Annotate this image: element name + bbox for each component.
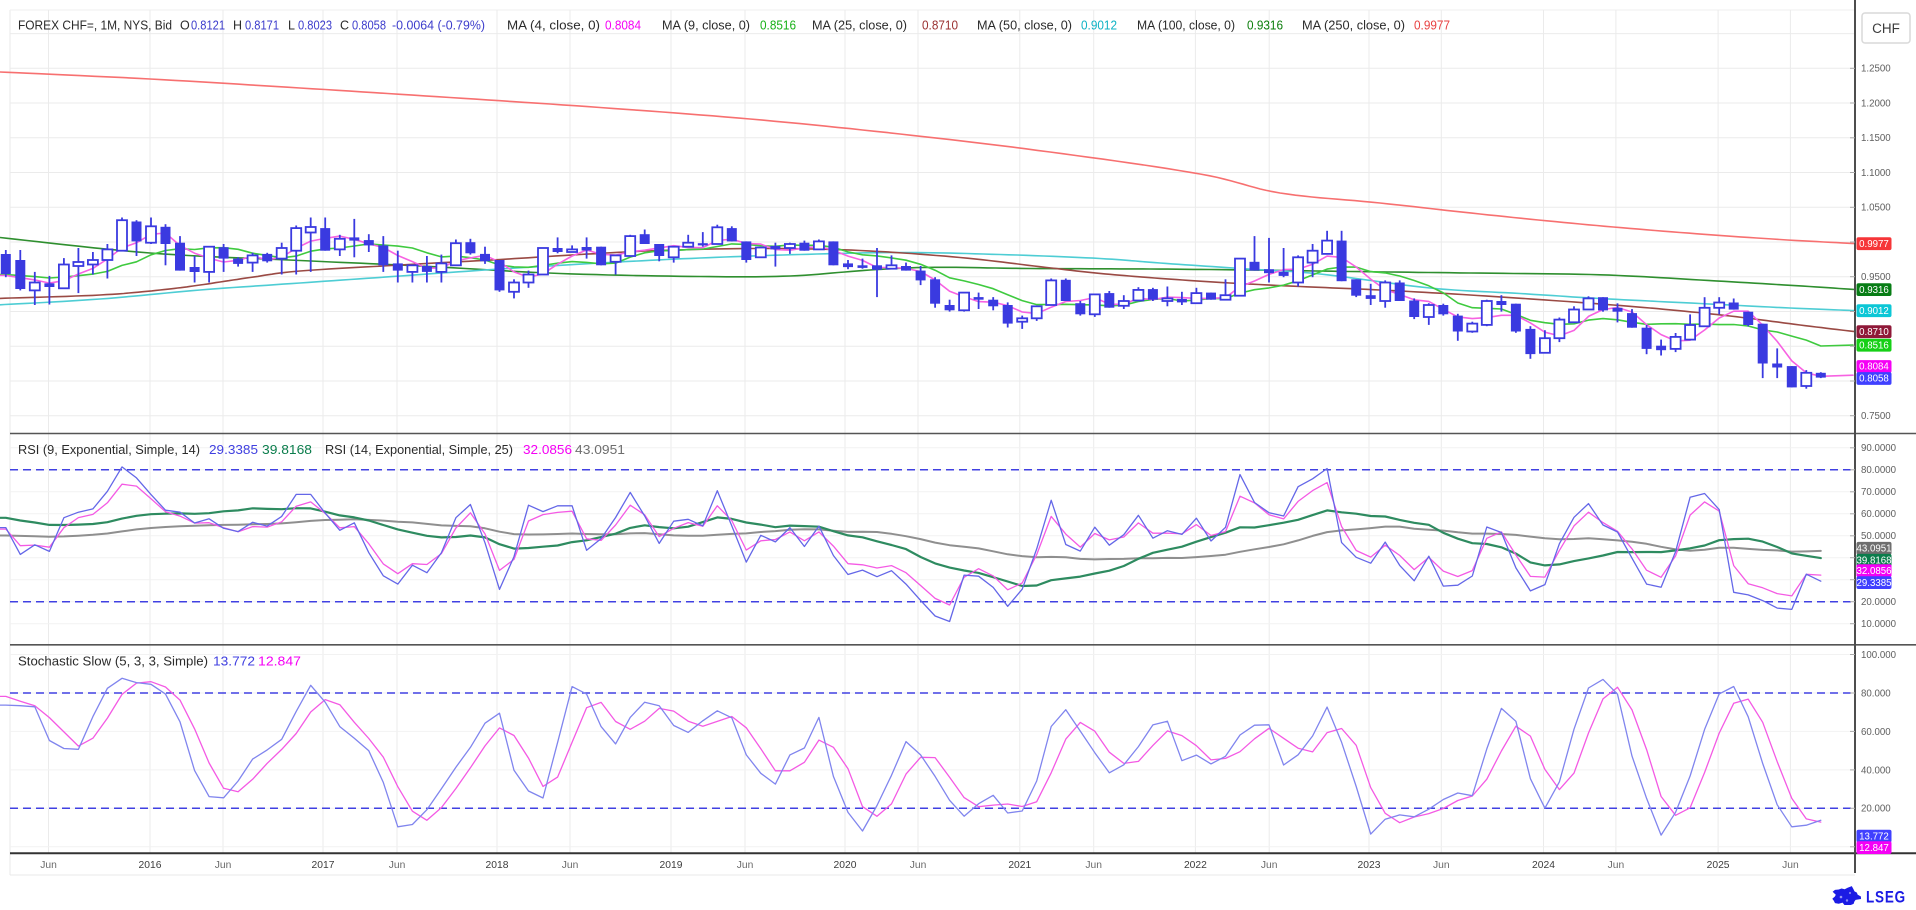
svg-text:MA (50, close, 0): MA (50, close, 0) [977,19,1072,33]
svg-text:0.9316: 0.9316 [1247,19,1283,33]
svg-text:80.000: 80.000 [1861,688,1891,699]
svg-text:39.8168: 39.8168 [262,443,312,457]
svg-text:Stochastic Slow (5, 3, 3, Simp: Stochastic Slow (5, 3, 3, Simple) [18,655,208,669]
svg-text:1.2500: 1.2500 [1861,64,1891,75]
svg-text:12.847: 12.847 [258,655,301,669]
svg-text:32.0856: 32.0856 [523,443,572,457]
svg-text:0.9977: 0.9977 [1859,239,1889,250]
svg-text:2025: 2025 [1707,860,1730,871]
svg-text:2023: 2023 [1358,860,1381,871]
svg-text:C: C [340,19,349,33]
svg-text:0.8023: 0.8023 [298,19,332,33]
svg-text:20.000: 20.000 [1861,804,1891,815]
svg-text:O: O [180,19,190,33]
svg-text:20.0000: 20.0000 [1861,597,1897,608]
svg-text:Jun: Jun [1782,860,1799,871]
svg-text:40.000: 40.000 [1861,765,1891,776]
svg-text:H: H [233,19,242,33]
svg-text:100.000: 100.000 [1861,650,1897,661]
svg-text:0.9500: 0.9500 [1861,272,1891,283]
svg-text:Jun: Jun [215,860,232,871]
svg-text:43.0951: 43.0951 [575,443,625,457]
svg-text:MA (100, close, 0): MA (100, close, 0) [1137,19,1235,33]
svg-text:Jun: Jun [910,860,927,871]
svg-text:2022: 2022 [1184,860,1207,871]
svg-text:0.8084: 0.8084 [1859,362,1889,373]
svg-text:0.7500: 0.7500 [1861,411,1891,422]
svg-text:RSI (9, Exponential, Simple, 1: RSI (9, Exponential, Simple, 14) [18,443,200,457]
svg-text:2017: 2017 [312,860,335,871]
svg-text:MA (4, close, 0): MA (4, close, 0) [507,19,600,33]
svg-text:1.1500: 1.1500 [1861,133,1891,144]
svg-text:0.9316: 0.9316 [1859,285,1889,296]
svg-text:2021: 2021 [1008,860,1031,871]
svg-text:Jun: Jun [389,860,406,871]
svg-text:39.8168: 39.8168 [1856,556,1891,567]
svg-text:0.8171: 0.8171 [245,19,279,33]
svg-text:90.0000: 90.0000 [1861,443,1897,454]
svg-text:2016: 2016 [139,860,162,871]
svg-text:MA (9, close, 0): MA (9, close, 0) [662,19,750,33]
svg-text:10.0000: 10.0000 [1861,619,1897,630]
svg-text:Jun: Jun [1261,860,1278,871]
svg-text:0.8058: 0.8058 [1859,374,1889,385]
svg-text:Jun: Jun [1608,860,1625,871]
svg-text:50.0000: 50.0000 [1861,531,1897,542]
svg-text:LSEG: LSEG [1866,889,1906,906]
svg-text:2018: 2018 [486,860,509,871]
svg-text:FOREX CHF=, 1M, NYS, Bid: FOREX CHF=, 1M, NYS, Bid [18,19,172,33]
svg-text:70.0000: 70.0000 [1861,487,1897,498]
svg-text:1.0500: 1.0500 [1861,203,1891,214]
svg-text:29.3385: 29.3385 [209,443,258,457]
svg-text:2019: 2019 [660,860,683,871]
svg-text:2020: 2020 [834,860,857,871]
svg-text:L: L [288,19,295,33]
svg-text:MA (25, close, 0): MA (25, close, 0) [812,19,907,33]
svg-text:1.1000: 1.1000 [1861,168,1891,179]
svg-text:0.9977: 0.9977 [1414,19,1450,33]
svg-text:0.8516: 0.8516 [1859,340,1889,351]
svg-text:29.3385: 29.3385 [1856,578,1891,589]
svg-text:Jun: Jun [737,860,754,871]
svg-text:Jun: Jun [562,860,579,871]
svg-text:CHF: CHF [1872,21,1900,36]
svg-text:60.000: 60.000 [1861,727,1891,738]
svg-text:Jun: Jun [1085,860,1102,871]
svg-text:0.8516: 0.8516 [760,19,796,33]
svg-text:32.0856: 32.0856 [1856,566,1891,577]
svg-text:13.772: 13.772 [213,655,255,669]
svg-text:12.847: 12.847 [1859,843,1889,854]
svg-text:0.9012: 0.9012 [1081,19,1117,33]
svg-text:2024: 2024 [1532,860,1555,871]
svg-text:60.0000: 60.0000 [1861,509,1897,520]
svg-text:0.8084: 0.8084 [605,19,641,33]
svg-text:Jun: Jun [1433,860,1450,871]
svg-text:Jun: Jun [40,860,57,871]
svg-text:MA (250, close, 0): MA (250, close, 0) [1302,19,1405,33]
svg-text:1.2000: 1.2000 [1861,98,1891,109]
svg-text:80.0000: 80.0000 [1861,465,1897,476]
svg-text:43.0951: 43.0951 [1856,544,1891,555]
svg-text:0.8710: 0.8710 [922,19,958,33]
svg-text:0.9012: 0.9012 [1859,306,1889,317]
svg-text:0.8121: 0.8121 [191,19,225,33]
svg-text:0.8058: 0.8058 [352,19,386,33]
svg-text:-0.0064 (-0.79%): -0.0064 (-0.79%) [392,19,485,33]
svg-text:0.8710: 0.8710 [1859,327,1889,338]
svg-text:RSI (14, Exponential, Simple,: RSI (14, Exponential, Simple, 25) [325,443,513,457]
svg-text:13.772: 13.772 [1859,831,1889,842]
